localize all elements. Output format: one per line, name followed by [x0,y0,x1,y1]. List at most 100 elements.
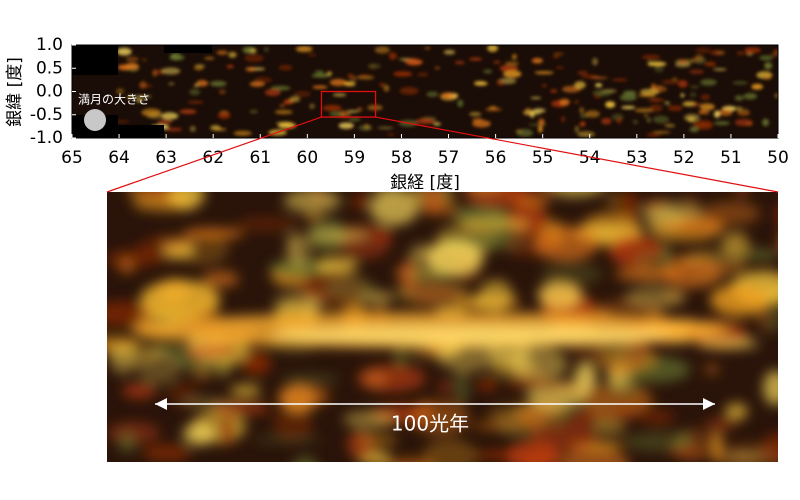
texture [713,68,727,71]
texture [348,117,361,122]
texture [740,249,778,260]
texture [125,56,139,63]
texture [651,83,656,90]
x-tick-label: 53 [626,148,648,168]
texture [132,95,152,98]
texture [343,410,397,429]
x-tick-label: 50 [767,148,789,168]
texture [142,444,192,462]
texture [574,362,597,395]
texture [141,108,162,117]
texture [585,110,601,118]
texture [332,93,347,97]
texture [647,98,664,102]
texture [295,45,313,53]
texture [762,118,769,127]
texture [579,107,585,114]
texture [202,270,239,288]
texture [592,418,626,437]
texture [764,75,772,80]
texture [555,66,565,69]
x-tick-label: 59 [344,148,366,168]
texture [643,114,649,118]
texture [778,231,796,253]
texture [218,361,231,379]
texture [532,225,599,262]
texture [422,438,478,462]
y-axis-label: 銀緯 [度] [5,57,25,127]
texture [689,69,705,75]
texture [117,430,138,453]
x-tick-label: 58 [391,148,413,168]
texture [426,91,439,98]
texture [632,120,639,124]
texture [322,275,375,302]
texture [338,110,351,118]
texture [283,192,342,214]
texture [436,342,498,372]
texture [577,131,595,138]
texture [179,109,197,114]
texture [496,79,504,86]
texture [764,62,773,70]
texture [210,402,272,415]
texture [235,216,299,232]
texture [107,342,164,364]
zoom-connector [106,116,322,193]
texture [512,53,517,60]
texture [264,88,281,97]
texture [678,263,749,274]
texture [233,130,252,136]
texture [166,380,199,406]
texture [614,266,684,283]
texture [294,456,316,462]
x-axis-label: 銀経 [度] [390,173,460,193]
texture [692,102,703,107]
x-tick-label: 56 [485,148,507,168]
texture [140,280,220,320]
texture [216,50,228,55]
texture [217,111,231,119]
texture [552,52,565,56]
texture [736,106,743,111]
texture [471,420,542,432]
texture [531,57,544,64]
texture [434,66,440,70]
texture [329,78,347,87]
texture [698,110,706,115]
texture [250,48,257,54]
texture [479,279,513,312]
moon-label: 満月の大きさ [78,93,150,107]
texture [399,86,419,95]
texture [156,236,195,247]
texture [640,201,703,222]
texture [161,67,181,75]
texture [689,85,700,89]
texture [312,85,328,89]
texture [124,62,139,70]
survey-texture [112,45,778,138]
texture [274,109,293,115]
texture [417,72,429,77]
texture [346,110,359,113]
texture [751,83,764,90]
texture [474,81,488,86]
texture [252,434,323,445]
texture [230,384,262,398]
texture [504,380,560,391]
texture [590,76,609,79]
texture [433,122,441,126]
texture [664,101,670,105]
texture [499,64,518,72]
texture [689,126,699,133]
texture [552,55,560,59]
texture [641,54,661,60]
x-tick-label: 51 [720,148,742,168]
texture [288,234,311,267]
texture [714,110,721,118]
texture [226,64,234,69]
texture [152,69,157,77]
texture [561,116,566,123]
texture [524,107,532,116]
